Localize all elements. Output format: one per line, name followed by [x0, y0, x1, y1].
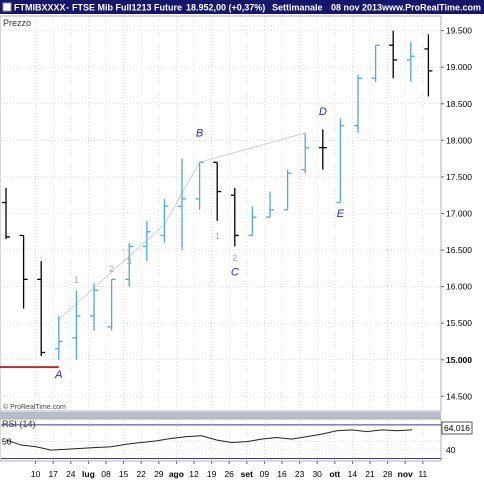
x-tick-label: 24 — [66, 469, 76, 479]
ohlc-bar — [371, 44, 380, 82]
header-dash: - — [66, 3, 69, 13]
x-tick-label: ott — [329, 469, 340, 479]
price-ytick-label: 19.500 — [446, 26, 472, 36]
ohlc-bar — [19, 234, 28, 309]
menu-square-icon[interactable] — [2, 2, 12, 12]
wave-count-label: 3 — [127, 257, 132, 267]
price-ytick-label: 18.000 — [446, 135, 472, 145]
header-bar — [0, 0, 484, 14]
wave-label: E — [337, 208, 345, 220]
ohlc-bar — [142, 220, 151, 262]
ohlc-bar — [266, 191, 274, 218]
ohlc-bar — [90, 282, 98, 331]
price-ytick-label: 16.000 — [446, 282, 472, 292]
x-axis: 10 17 24 lug 08 15 22 29 ago 12 19 26 set 09 16 23 30 ott… — [31, 461, 427, 479]
price-ytick-label: 15.500 — [446, 318, 472, 328]
ohlc-bar — [336, 118, 345, 204]
rsi-value-box — [441, 421, 473, 435]
price-ytick-label: 17.500 — [446, 172, 472, 182]
price-ytick-label: 16.500 — [446, 245, 472, 255]
ohlc-bar — [318, 129, 327, 170]
x-tick-label: set — [241, 469, 253, 479]
rsi-line — [5, 429, 413, 451]
ohlc-bar — [37, 261, 46, 357]
x-tick-label: 11 — [418, 469, 427, 479]
wave-count-label: 1 — [74, 275, 79, 285]
ohlc-bar — [160, 198, 169, 243]
x-tick-label: 16 — [277, 469, 287, 479]
rsi-plot-area — [0, 418, 442, 462]
price-ytick-label: 17.000 — [446, 209, 472, 219]
price-ytick-label: 19.000 — [446, 62, 472, 72]
ohlc-bar — [54, 315, 63, 360]
wave-label: A — [54, 369, 62, 381]
ohlc-bar — [354, 74, 362, 134]
wave-label: C — [231, 267, 239, 279]
x-tick-label: 19 — [207, 469, 217, 479]
x-tick-label: 26 — [224, 469, 234, 479]
rsi-ytick-label: 40 — [446, 445, 456, 455]
ohlc-bar — [389, 30, 398, 79]
header-symbol: FTMIBXXXX — [14, 3, 66, 13]
ohlc-bar — [301, 133, 310, 174]
ohlc-bar — [72, 290, 81, 360]
ohlc-bar — [107, 278, 116, 331]
price-panel: A B C D E 1 2 3 1 2 Prezzo © ProRealTime.com 14.5… — [0, 15, 472, 412]
x-tick-label: 29 — [154, 469, 164, 479]
ohlc-bar — [230, 187, 239, 247]
x-tick-label: 28 — [383, 469, 393, 479]
x-tick-label: 08 — [101, 469, 111, 479]
x-tick-label: 23 — [295, 469, 305, 479]
x-tick-label: 21 — [365, 469, 375, 479]
x-tick-label: 09 — [260, 469, 270, 479]
header-date: 08 nov 2013 — [331, 3, 382, 13]
x-tick-label: ago — [169, 469, 184, 479]
price-watermark: © ProRealTime.com — [3, 403, 66, 411]
wave-count-label: 1 — [215, 231, 220, 241]
ohlc-bar — [406, 41, 415, 82]
header-period: Settimanale — [272, 3, 323, 13]
x-tick-label: lug — [82, 469, 95, 479]
ohlc-bar — [125, 242, 134, 287]
x-tick-label: nov — [398, 469, 413, 479]
x-tick-label: 10 — [31, 469, 41, 479]
wave-count-label: 2 — [232, 253, 237, 263]
ohlc-bar — [248, 206, 257, 237]
x-tick-label: 17 — [48, 469, 58, 479]
ohlc-bar — [2, 187, 10, 240]
panel-separator[interactable] — [0, 412, 441, 419]
price-panel-label: Prezzo — [3, 18, 31, 28]
header-instrument: FTSE Mib Full1213 Future — [72, 3, 182, 13]
x-tick-label: 12 — [189, 469, 199, 479]
header-price: 18.952,00 (+0,37%) — [186, 3, 265, 13]
wave-count-label: 2 — [109, 264, 114, 274]
x-tick-label: 30 — [312, 469, 322, 479]
wave-label: B — [196, 128, 203, 140]
price-ytick-label: 15.000 — [446, 355, 472, 365]
ohlc-bar — [213, 161, 222, 221]
x-tick-label: 15 — [119, 469, 129, 479]
x-tick-label: 22 — [136, 469, 146, 479]
ohlc-bar — [178, 158, 186, 251]
ohlc-bar — [195, 161, 204, 210]
ohlc-bar — [424, 34, 433, 97]
rsi-value-text: 64,016 — [444, 423, 470, 433]
price-ytick-label: 18.500 — [446, 99, 472, 109]
price-ytick-label: 14.500 — [446, 391, 472, 401]
rsi-panel-label: RSI (14) — [2, 419, 36, 429]
rsi-panel: RSI (14) 50 40 64,016 — [0, 418, 473, 462]
rsi-ytick-label: 50 — [2, 437, 12, 447]
x-tick-label: 14 — [348, 469, 358, 479]
header-site: www.ProRealTime.com — [381, 3, 481, 13]
ohlc-bar — [283, 169, 292, 211]
wave-label: D — [319, 106, 327, 118]
